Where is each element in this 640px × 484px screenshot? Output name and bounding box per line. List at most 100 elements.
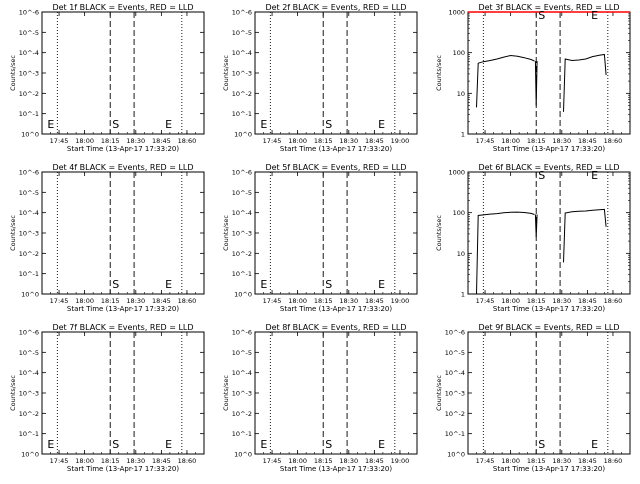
plot-frame <box>467 171 631 295</box>
x-tick-label: 18:30 <box>339 297 358 305</box>
plot-frame <box>41 171 205 295</box>
y-tick-label: 10^-5 <box>232 349 252 357</box>
y-tick-label: 10^-2 <box>19 90 39 98</box>
x-tick-label: 18:45 <box>578 457 597 465</box>
x-tick-label: 18:45 <box>365 457 384 465</box>
detector-panel: Det 4f BLACK = Events, RED = LLD Counts/s… <box>0 160 213 320</box>
y-tick-label: 10^-2 <box>232 410 252 418</box>
x-tick-label: 18:60 <box>178 137 197 145</box>
x-tick-label: 18:15 <box>527 297 546 305</box>
y-axis-label: Counts/sec <box>435 375 443 411</box>
x-tick-label: 18:15 <box>314 137 333 145</box>
y-tick-label: 10^-5 <box>232 29 252 37</box>
event-marker-label: E <box>47 118 54 131</box>
x-tick-label: 18:30 <box>126 137 145 145</box>
detector-chart: Det 5f BLACK = Events, RED = LLD Counts/s… <box>222 163 418 313</box>
y-tick-label: 10^-3 <box>232 230 252 238</box>
x-tick-label: 17:45 <box>50 297 69 305</box>
y-axis-label: Counts/sec <box>222 375 230 411</box>
y-tick-label: 10^-5 <box>445 349 465 357</box>
event-marker-label: S <box>325 118 332 131</box>
plot-frame <box>254 331 418 455</box>
x-tick-label: 18:45 <box>578 297 597 305</box>
series-line <box>563 208 607 263</box>
x-tick-label: 18:00 <box>75 297 94 305</box>
y-tick-label: 10^-5 <box>19 29 39 37</box>
x-tick-label: 18:30 <box>339 137 358 145</box>
y-tick-label: 10^-1 <box>445 430 465 438</box>
event-marker-label: S <box>112 438 119 451</box>
y-tick-label: 10^-1 <box>232 110 252 118</box>
y-tick-label: 10^-3 <box>445 390 465 398</box>
y-tick-label: 10^0 <box>234 291 252 299</box>
y-tick-label: 10^-4 <box>19 209 39 217</box>
x-axis-label: Start Time (13-Apr-17 17:33:20) <box>493 465 605 473</box>
event-marker-label: S <box>325 278 332 291</box>
x-tick-label: 18:15 <box>101 137 120 145</box>
detector-chart: Det 4f BLACK = Events, RED = LLD Counts/s… <box>9 163 205 313</box>
x-axis-label: Start Time (13-Apr-17 17:33:20) <box>67 305 179 313</box>
y-tick-label: 10^-5 <box>19 189 39 197</box>
x-tick-label: 18:15 <box>101 297 120 305</box>
y-tick-label: 10^-6 <box>232 329 252 337</box>
y-tick-label: 100 <box>453 209 465 217</box>
detector-chart: Det 1f BLACK = Events, RED = LLD Counts/s… <box>9 3 205 153</box>
detector-panel: Det 9f BLACK = Events, RED = LLD Counts/s… <box>426 320 639 480</box>
series-line <box>534 214 538 238</box>
y-tick-label: 10^-4 <box>445 369 465 377</box>
series-line <box>534 61 538 106</box>
x-tick-label: 18:45 <box>365 137 384 145</box>
event-marker-label: E <box>591 169 598 182</box>
x-tick-label: 18:30 <box>552 297 571 305</box>
plot-frame <box>41 11 205 135</box>
x-tick-label: 18:15 <box>314 297 333 305</box>
x-tick-label: 18:60 <box>604 297 623 305</box>
x-tick-label: 18:00 <box>75 137 94 145</box>
y-tick-label: 10^-4 <box>232 209 252 217</box>
x-tick-label: 18:15 <box>527 137 546 145</box>
x-tick-label: 18:00 <box>75 457 94 465</box>
y-axis-label: Counts/sec <box>435 55 443 91</box>
x-axis-label: Start Time (13-Apr-17 17:33:20) <box>280 305 392 313</box>
x-tick-label: 18:00 <box>288 297 307 305</box>
detector-panel: Det 3f BLACK = Events, RED = LLD Counts/s… <box>426 0 639 160</box>
event-marker-label: E <box>165 438 172 451</box>
x-tick-label: 17:45 <box>50 457 69 465</box>
x-tick-label: 18:60 <box>178 457 197 465</box>
x-tick-label: 18:30 <box>339 457 358 465</box>
chart-title: Det 3f BLACK = Events, RED = LLD <box>478 3 619 12</box>
y-tick-label: 10^0 <box>234 131 252 139</box>
y-tick-label: 10^-1 <box>232 430 252 438</box>
x-tick-label: 18:00 <box>288 457 307 465</box>
x-tick-label: 19:00 <box>391 137 410 145</box>
y-tick-label: 1 <box>461 291 465 299</box>
detector-panel: Det 8f BLACK = Events, RED = LLD Counts/s… <box>213 320 426 480</box>
x-tick-label: 17:45 <box>263 297 282 305</box>
chart-title: Det 6f BLACK = Events, RED = LLD <box>478 163 619 172</box>
chart-title: Det 2f BLACK = Events, RED = LLD <box>265 3 406 12</box>
y-tick-label: 10^-4 <box>19 49 39 57</box>
y-tick-label: 10^-2 <box>445 410 465 418</box>
x-tick-label: 18:45 <box>152 297 171 305</box>
chart-title: Det 8f BLACK = Events, RED = LLD <box>265 323 406 332</box>
y-tick-label: 10^0 <box>234 451 252 459</box>
x-tick-label: 18:30 <box>552 137 571 145</box>
x-axis-label: Start Time (13-Apr-17 17:33:20) <box>67 145 179 153</box>
event-marker-label: E <box>260 278 267 291</box>
x-tick-label: 18:45 <box>152 457 171 465</box>
x-tick-label: 18:00 <box>501 297 520 305</box>
event-marker-label: S <box>538 9 545 22</box>
y-tick-label: 100 <box>453 49 465 57</box>
y-tick-label: 10^-4 <box>19 369 39 377</box>
plot-frame <box>41 331 205 455</box>
detector-panel: Det 2f BLACK = Events, RED = LLD Counts/s… <box>213 0 426 160</box>
plot-frame <box>467 331 631 455</box>
y-tick-label: 1000 <box>448 9 465 17</box>
event-marker-label: E <box>378 278 385 291</box>
detector-chart: Det 9f BLACK = Events, RED = LLD Counts/s… <box>435 323 631 473</box>
x-tick-label: 17:45 <box>50 137 69 145</box>
event-marker-label: S <box>325 438 332 451</box>
y-tick-label: 10^-5 <box>19 349 39 357</box>
chart-title: Det 4f BLACK = Events, RED = LLD <box>52 163 193 172</box>
y-tick-label: 10^-3 <box>232 70 252 78</box>
